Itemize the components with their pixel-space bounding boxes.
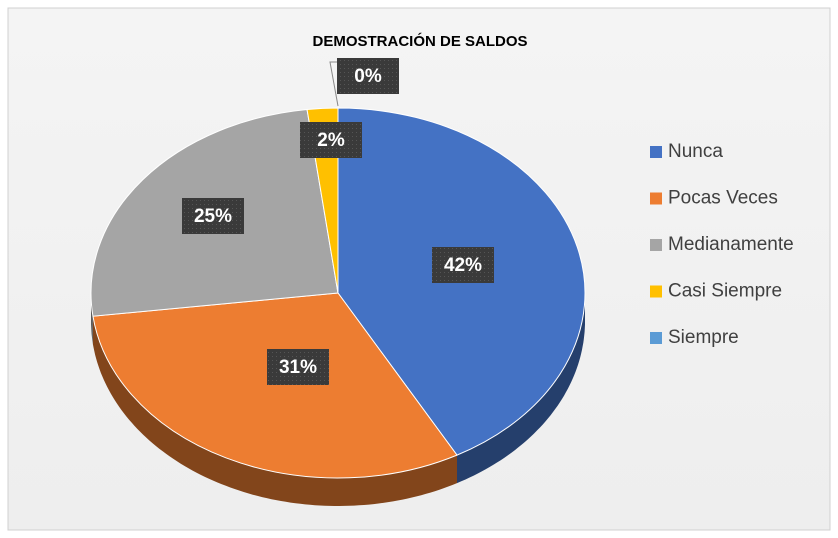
leader-line — [329, 61, 340, 107]
legend-label: Nunca — [668, 141, 723, 162]
legend-swatch — [650, 146, 662, 158]
data-label-bg — [300, 122, 362, 158]
data-label-bg — [432, 247, 494, 283]
legend-label: Pocas Veces — [668, 188, 778, 209]
slice-side — [457, 293, 585, 484]
legend-swatch — [650, 332, 662, 344]
slice-side — [92, 316, 458, 506]
data-label: 25% — [194, 206, 232, 227]
legend-swatch — [650, 285, 662, 298]
chart-title: DEMOSTRACIÓN DE SALDOS — [312, 32, 527, 50]
data-label: 0% — [354, 66, 382, 87]
data-label-bg — [267, 349, 329, 385]
legend-swatch — [650, 239, 662, 251]
legend-label: Siempre — [668, 327, 739, 348]
data-label: 31% — [279, 357, 317, 378]
data-label: 42% — [444, 255, 482, 276]
legend-label: Casi Siempre — [668, 281, 782, 302]
data-label-bg — [337, 58, 399, 94]
data-label-bg — [182, 198, 244, 234]
legend-label: Medianamente — [668, 234, 794, 255]
legend-swatch — [650, 192, 662, 205]
slice — [92, 292, 458, 479]
data-label: 2% — [317, 130, 345, 151]
